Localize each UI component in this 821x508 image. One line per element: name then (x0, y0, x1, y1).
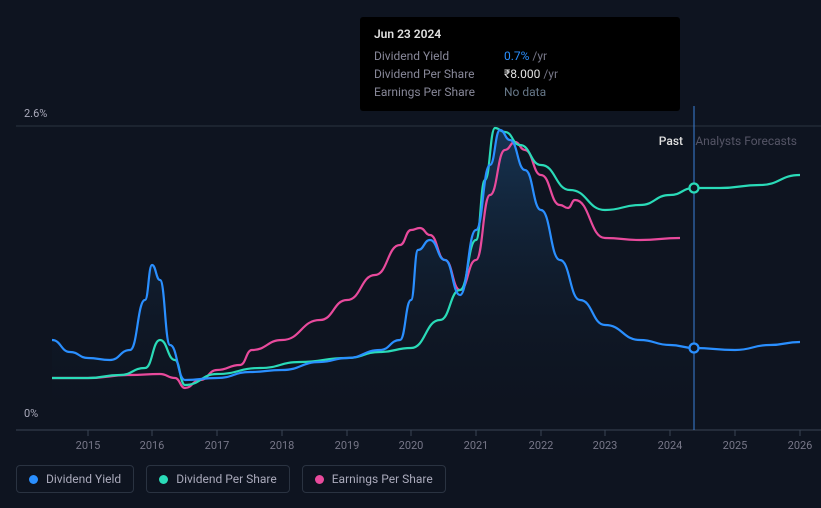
forecast-label: Analysts Forecasts (695, 134, 797, 148)
x-tick-label: 2023 (593, 439, 618, 452)
tooltip-date: Jun 23 2024 (374, 27, 666, 41)
tooltip-row-label: Dividend Yield (374, 47, 484, 65)
x-tick-label: 2022 (529, 439, 554, 452)
legend-item[interactable]: Dividend Per Share (146, 465, 290, 493)
past-label: Past (659, 134, 683, 148)
dividend-yield-marker (690, 344, 699, 353)
x-tick-label: 2024 (658, 439, 683, 452)
tooltip-row-label: Earnings Per Share (374, 83, 484, 101)
tooltip-row-value: 0.7% /yr (504, 47, 547, 65)
x-tick-label: 2021 (464, 439, 489, 452)
tooltip-row: Earnings Per Share No data (374, 83, 666, 101)
chart-tooltip: Jun 23 2024 Dividend Yield 0.7% /yr Divi… (360, 17, 680, 111)
dividend-per-share-marker (690, 184, 699, 193)
x-tick-label: 2016 (140, 439, 165, 452)
tooltip-row: Dividend Yield 0.7% /yr (374, 47, 666, 65)
legend-label: Earnings Per Share (332, 472, 433, 486)
tooltip-row: Dividend Per Share ₹8.000 /yr (374, 65, 666, 83)
x-tick-label: 2018 (270, 439, 295, 452)
legend: Dividend Yield Dividend Per Share Earnin… (16, 465, 446, 493)
x-tick-label: 2015 (76, 439, 101, 452)
chart-container: 0% 2.6% 2015 2016 2017 2018 2019 2020 2021 2022 2… (0, 0, 821, 508)
x-tick-label: 2020 (399, 439, 424, 452)
x-tick-label: 2026 (788, 439, 813, 452)
tooltip-row-label: Dividend Per Share (374, 65, 484, 83)
legend-item[interactable]: Dividend Yield (16, 465, 134, 493)
legend-dot (159, 475, 168, 484)
x-tick-label: 2025 (723, 439, 748, 452)
tooltip-row-value: ₹8.000 /yr (504, 65, 558, 83)
x-tick-label: 2019 (335, 439, 360, 452)
legend-dot (315, 475, 324, 484)
tooltip-row-value: No data (504, 83, 546, 101)
legend-item[interactable]: Earnings Per Share (302, 465, 446, 493)
y-tick-label: 0% (24, 407, 38, 420)
y-tick-label: 2.6% (24, 107, 47, 120)
legend-dot (29, 475, 38, 484)
legend-label: Dividend Per Share (176, 472, 277, 486)
legend-label: Dividend Yield (46, 472, 121, 486)
x-axis-ticks (88, 430, 800, 436)
x-tick-label: 2017 (205, 439, 230, 452)
